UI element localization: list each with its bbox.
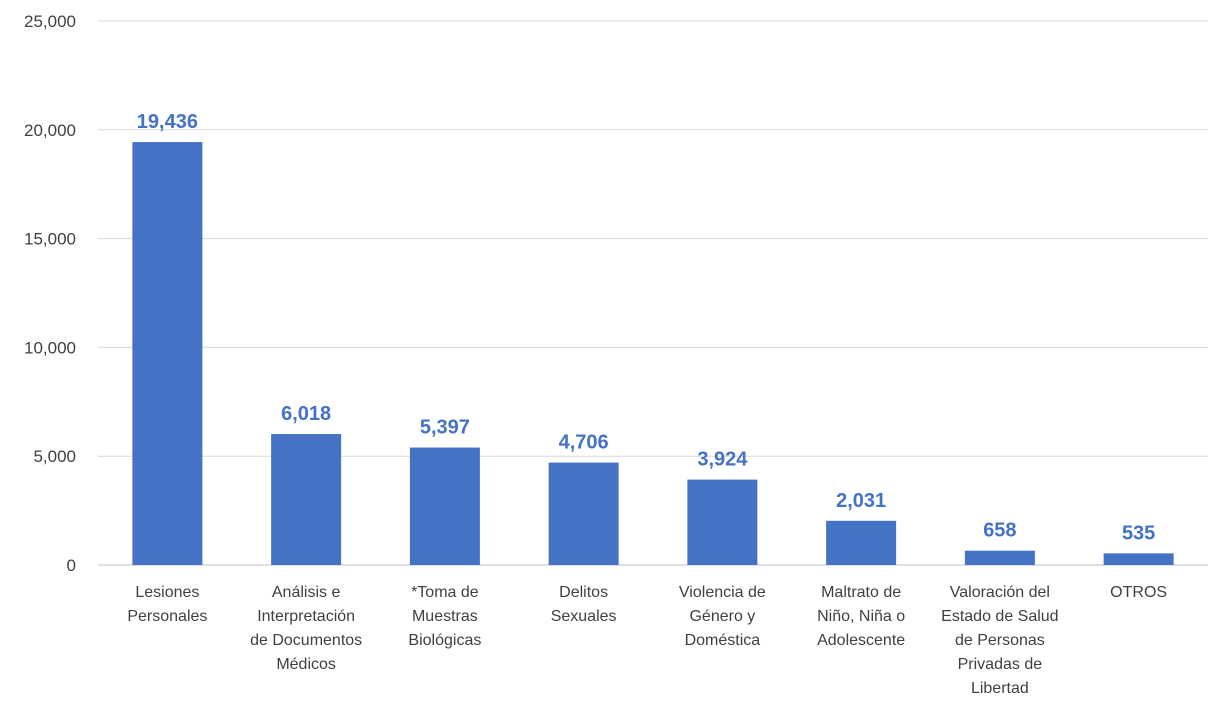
bar xyxy=(548,462,619,565)
bar xyxy=(409,447,480,565)
y-tick-label: 0 xyxy=(67,556,76,575)
data-label: 6,018 xyxy=(281,403,331,425)
bar xyxy=(132,142,203,566)
data-label: 2,031 xyxy=(836,490,886,512)
category-label: Análisis e Interpretación de Documentos Méd… xyxy=(250,584,362,673)
y-tick-label: 10,000 xyxy=(24,338,76,357)
y-tick-label: 25,000 xyxy=(24,12,76,31)
bar xyxy=(271,434,342,565)
data-label: 4,706 xyxy=(559,432,609,454)
category-label: Delitos Sexuales xyxy=(551,584,617,625)
y-axis-ticks: 0 5,000 10,000 15,000 20,000 25,000 xyxy=(24,12,76,575)
category-labels: Lesiones Personales Análisis e Interpretaci… xyxy=(127,584,1167,697)
data-label: 3,924 xyxy=(697,449,748,471)
gridlines xyxy=(98,20,1208,566)
y-tick-label: 15,000 xyxy=(24,230,76,249)
data-label: 5,397 xyxy=(420,417,470,439)
category-label: Valoración del Estado de Salud de Personas… xyxy=(941,584,1058,697)
data-label: 19,436 xyxy=(137,111,198,133)
data-label: 535 xyxy=(1122,522,1155,544)
category-label: Violencia de Género y Doméstica xyxy=(679,584,766,649)
category-label: Maltrato de Niño, Niña o Adolescente xyxy=(817,584,905,649)
data-label: 658 xyxy=(983,520,1016,542)
data-labels: 19,436 6,018 5,397 4,706 3,924 2,031 658 535 xyxy=(137,111,1156,544)
y-tick-label: 20,000 xyxy=(24,121,76,140)
bar xyxy=(1103,553,1174,565)
category-label: *Toma de Muestras Biológicas xyxy=(408,584,481,649)
bar xyxy=(826,520,897,565)
category-label: OTROS xyxy=(1110,584,1167,601)
category-label: Lesiones Personales xyxy=(127,584,207,625)
y-tick-label: 5,000 xyxy=(33,447,76,466)
bars xyxy=(132,142,1174,566)
bar xyxy=(687,479,758,565)
bar xyxy=(964,550,1035,565)
